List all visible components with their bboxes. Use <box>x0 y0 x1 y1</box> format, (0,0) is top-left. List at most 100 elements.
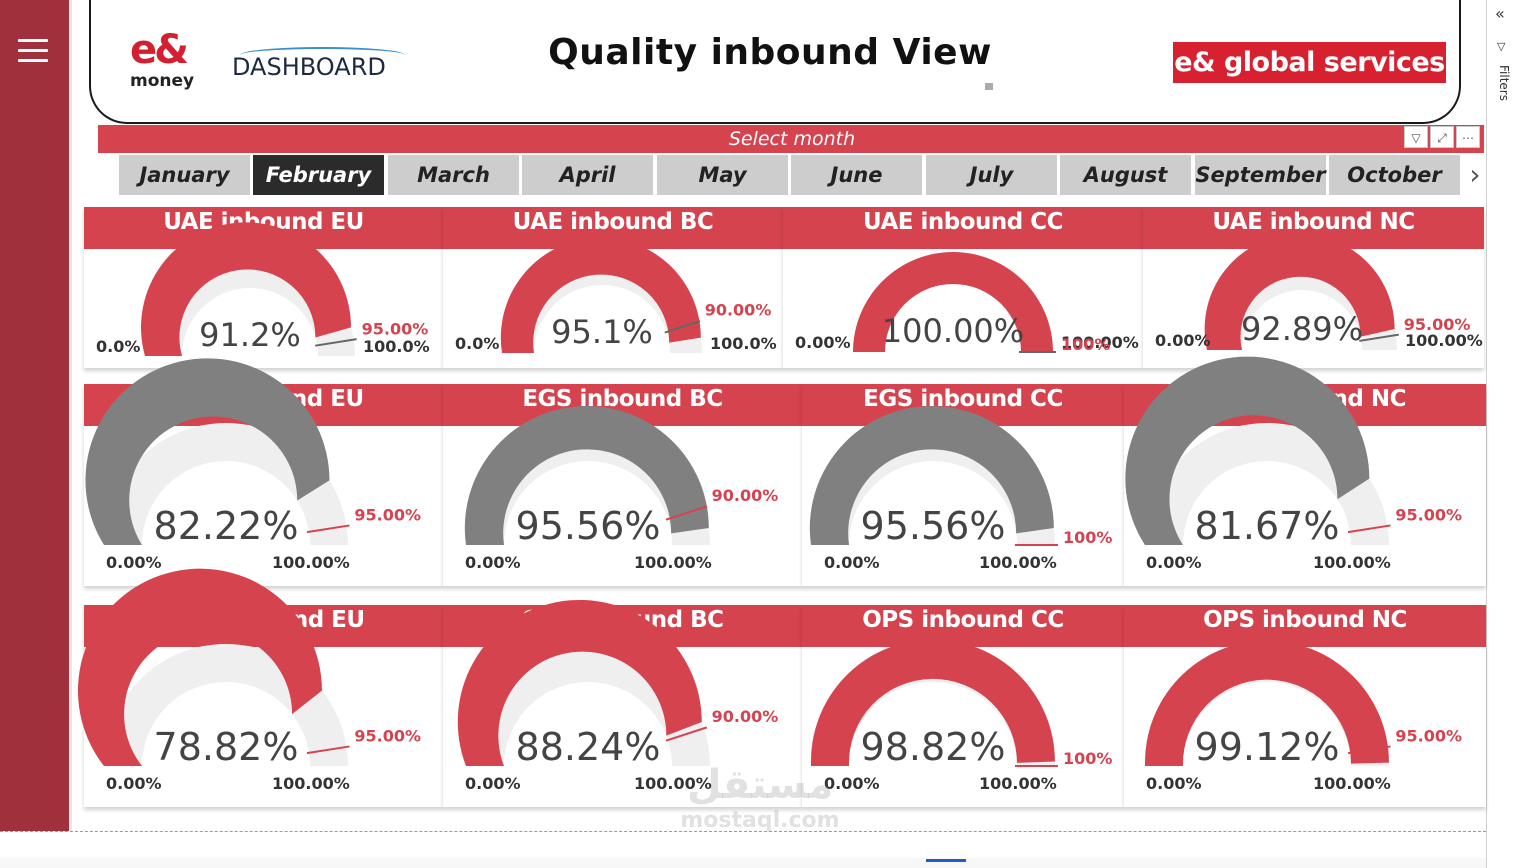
dashboard-logo: DASHBOARD <box>232 47 412 87</box>
gauge-value: 95.1% <box>551 313 653 351</box>
gauge-chart: 98.82% 0.00% 100.00% 100% <box>810 639 1112 793</box>
gauge-fill <box>77 568 322 766</box>
month-tile-march[interactable]: March <box>388 155 521 195</box>
gauge-card[interactable]: OPS inbound CC 98.82% 0.00% 100.00% 100% <box>802 605 1124 807</box>
active-page-indicator <box>926 859 966 862</box>
month-tile-april[interactable]: April <box>522 155 655 195</box>
gauge-target-marker <box>1347 745 1391 755</box>
month-tile-may[interactable]: May <box>657 155 790 195</box>
gauge-max-label: 100.00% <box>979 774 1057 793</box>
more-options-icon[interactable]: ⋯ <box>1456 126 1480 148</box>
gauge-card[interactable]: UAE inbound BC 95.1% 0.0% 100.0% 90.00% <box>443 207 783 368</box>
filters-toggle[interactable]: ▽ Filters <box>1494 40 1512 110</box>
gauge-value: 88.24% <box>516 725 661 769</box>
gauge-target-label: 90.00% <box>712 707 779 726</box>
gauge-value: 82.22% <box>154 504 299 548</box>
gauge-chart: 100.00%0.00% 100.00%100% <box>795 252 1139 354</box>
filters-label: Filters <box>1497 65 1511 101</box>
gauge-target-marker <box>306 745 350 755</box>
gauge-value: 95.56% <box>861 504 1006 548</box>
gauge-min-label: 0.0% <box>455 334 499 353</box>
collapse-pane-icon[interactable]: « <box>1495 4 1505 23</box>
month-tile-january[interactable]: January <box>119 155 252 195</box>
gauge-min-label: 0.00% <box>106 553 162 572</box>
month-tile-july[interactable]: July <box>926 155 1059 195</box>
egs-logo: e& global services <box>1173 42 1446 83</box>
chevron-right-icon[interactable]: › <box>1469 158 1481 191</box>
gauge-min-label: 0.00% <box>465 774 521 793</box>
gauge-target-marker <box>306 524 350 534</box>
gauge-card[interactable]: EGS inbound CC 95.56% 0.00% 100.00% 100% <box>802 384 1124 586</box>
filter-icon: ▽ <box>1497 40 1506 53</box>
focus-mode-icon[interactable]: ⤢ <box>1430 126 1454 148</box>
gauge-fill <box>464 406 709 545</box>
gauge-fill <box>853 252 1053 352</box>
title-marker <box>985 83 993 90</box>
month-tile-june[interactable]: June <box>791 155 924 195</box>
gauge-target-label: 100% <box>1063 528 1112 547</box>
month-tile-february[interactable]: February <box>253 155 386 195</box>
gauge-target-marker <box>1359 333 1399 342</box>
gauge-fill <box>1125 356 1370 545</box>
gauge-max-label: 100.00% <box>634 553 712 572</box>
gauge-min-label: 0.00% <box>1146 774 1202 793</box>
month-tile-september[interactable]: September <box>1195 155 1328 195</box>
gauge-target-label: 95.00% <box>1395 506 1462 525</box>
month-tile-october[interactable]: October <box>1329 155 1462 195</box>
gauge-target-label: 95.00% <box>1395 727 1462 746</box>
gauge-max-label: 100.00% <box>1405 331 1483 350</box>
gauge-target-label: 95.00% <box>354 727 421 746</box>
gauge-value: 95.56% <box>516 504 661 548</box>
gauge-value: 91.2% <box>199 316 301 354</box>
gauge-min-label: 0.00% <box>1146 553 1202 572</box>
month-slicer-title: Select month <box>728 128 856 150</box>
filter-icon[interactable]: ▽ <box>1404 126 1428 148</box>
left-nav-rail <box>0 0 69 831</box>
gauge-max-label: 100.00% <box>634 774 712 793</box>
gauge-chart: 82.22% 0.00% 100.00% 95.00% <box>85 358 421 572</box>
gauge-fill <box>810 639 1055 766</box>
gauge-chart: 88.24% 0.00% 100.00% 90.00% <box>457 599 779 793</box>
gauge-min-label: 0.00% <box>1155 331 1211 350</box>
gauge-max-label: 100.00% <box>1313 553 1391 572</box>
page-bottom-border <box>0 831 1486 832</box>
gauge-max-label: 100.00% <box>1313 774 1391 793</box>
gauge-title: OPS inbound CC <box>802 605 1124 647</box>
gauge-value: 78.82% <box>154 725 299 769</box>
gauge-card[interactable]: UAE inbound EU 91.2% 0.0% 100.0% 95.00% <box>84 207 443 368</box>
gauge-target-label: 100% <box>1061 335 1110 354</box>
gauge-fill <box>500 237 701 353</box>
gauge-chart: 81.67% 0.00% 100.00% 95.00% <box>1125 356 1462 572</box>
gauge-fill <box>1204 233 1395 350</box>
rail-divider <box>69 0 72 831</box>
gauge-fill <box>141 222 352 356</box>
filters-pane <box>1486 0 1516 868</box>
gauge-min-label: 0.00% <box>824 774 880 793</box>
gauge-target-label: 100% <box>1063 749 1112 768</box>
gauge-max-label: 100.0% <box>363 337 430 356</box>
gauge-chart: 92.89% 0.00% 100.00%95.00% <box>1155 233 1483 350</box>
gauge-title: EGS inbound BC <box>443 384 802 426</box>
page-title: Quality inbound View <box>548 32 992 73</box>
month-tile-august[interactable]: August <box>1060 155 1193 195</box>
gauge-max-label: 100.00% <box>272 774 350 793</box>
gauge-target-label: 95.00% <box>354 506 421 525</box>
gauge-card[interactable]: UAE inbound NC 92.89% 0.00% 100.00% 95.00% <box>1143 207 1484 368</box>
gauge-value: 98.82% <box>861 725 1006 769</box>
gauge-card[interactable]: EGS inbound BC 95.56% 0.00% 100.00% 90.00% <box>443 384 802 586</box>
gauge-value: 81.67% <box>1195 504 1340 548</box>
gauge-chart: 95.56% 0.00% 100.00% 100% <box>809 406 1112 572</box>
gauge-target-marker <box>1347 524 1391 534</box>
gauge-title: OPS inbound NC <box>1124 605 1486 647</box>
gauge-value: 100.00% <box>882 312 1024 350</box>
gauge-card[interactable]: OPS inbound NC 99.12% 0.00% 100.00% 95.00% <box>1124 605 1486 807</box>
gauge-card[interactable]: UAE inbound CC 100.00% 0.00% 100.00% 100% <box>783 207 1143 368</box>
gauge-chart: 95.1% 0.0% 100.0% 90.00% <box>455 237 777 353</box>
hamburger-menu-icon[interactable] <box>18 39 48 63</box>
gauge-target-label: 95.00% <box>1404 315 1471 334</box>
gauge-fill <box>457 599 702 766</box>
